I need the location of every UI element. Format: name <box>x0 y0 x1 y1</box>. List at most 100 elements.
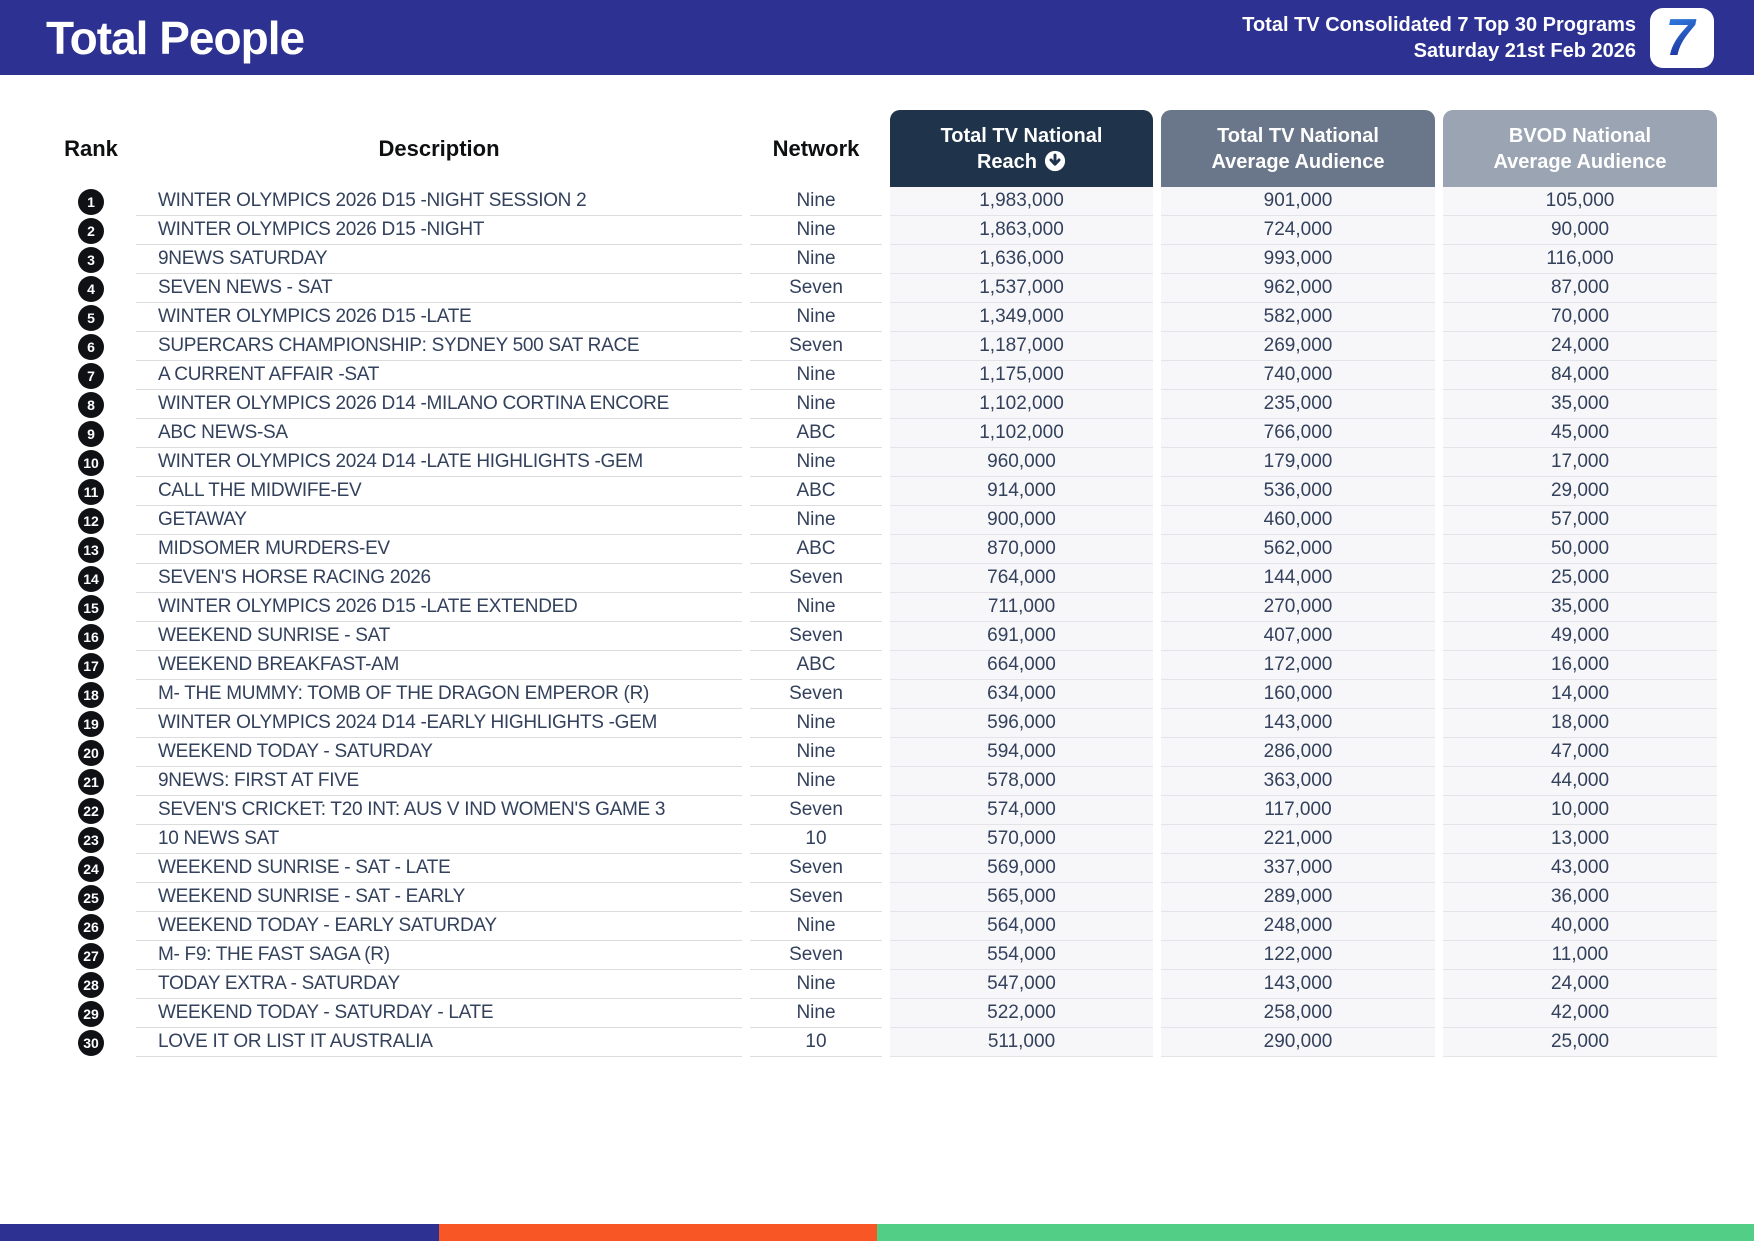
description-cell: M- F9: THE FAST SAGA (R) <box>136 941 742 970</box>
rank-badge: 13 <box>78 536 104 563</box>
stripe-orange-segment <box>438 1224 877 1241</box>
description-cell: SUPERCARS CHAMPIONSHIP: SYDNEY 500 SAT R… <box>136 332 742 361</box>
total-tv-reach-cell: 1,983,000 <box>890 187 1153 216</box>
table-row: 16 WEEKEND SUNRISE - SAT Seven 691,000 4… <box>46 622 1717 651</box>
description-cell: SEVEN NEWS - SAT <box>136 274 742 303</box>
rank-cell: 23 <box>46 825 136 854</box>
description-cell: WEEKEND TODAY - SATURDAY <box>136 738 742 767</box>
table-row: 10 WINTER OLYMPICS 2024 D14 -LATE HIGHLI… <box>46 448 1717 477</box>
rank-cell: 16 <box>46 622 136 651</box>
rank-badge: 24 <box>78 855 104 882</box>
rank-badge: 17 <box>78 652 104 679</box>
rank-badge: 5 <box>78 304 104 331</box>
rank-badge: 4 <box>78 275 104 302</box>
avg-header-line2: Average Audience <box>1211 150 1385 173</box>
description-cell: WEEKEND SUNRISE - SAT - LATE <box>136 854 742 883</box>
total-tv-reach-cell: 1,102,000 <box>890 390 1153 419</box>
network-cell: Seven <box>750 274 882 303</box>
sort-descending-icon[interactable] <box>1044 150 1066 172</box>
description-cell: WEEKEND SUNRISE - SAT <box>136 622 742 651</box>
total-tv-reach-cell: 870,000 <box>890 535 1153 564</box>
total-tv-reach-cell: 1,175,000 <box>890 361 1153 390</box>
total-tv-average-cell: 221,000 <box>1161 825 1435 854</box>
total-tv-average-cell: 993,000 <box>1161 245 1435 274</box>
rank-cell: 21 <box>46 767 136 796</box>
description-cell: ABC NEWS-SA <box>136 419 742 448</box>
total-tv-average-cell: 143,000 <box>1161 970 1435 999</box>
total-tv-reach-cell: 1,349,000 <box>890 303 1153 332</box>
network-cell: Nine <box>750 187 882 216</box>
avg-header-line1: Total TV National <box>1217 124 1379 147</box>
description-cell: TODAY EXTRA - SATURDAY <box>136 970 742 999</box>
bvod-average-cell: 14,000 <box>1443 680 1717 709</box>
network-cell: Nine <box>750 999 882 1028</box>
rank-cell: 12 <box>46 506 136 535</box>
table-row: 5 WINTER OLYMPICS 2026 D15 -LATE Nine 1,… <box>46 303 1717 332</box>
table-row: 12 GETAWAY Nine 900,000 460,000 57,000 <box>46 506 1717 535</box>
rank-cell: 5 <box>46 303 136 332</box>
total-tv-average-cell: 740,000 <box>1161 361 1435 390</box>
table-row: 6 SUPERCARS CHAMPIONSHIP: SYDNEY 500 SAT… <box>46 332 1717 361</box>
total-tv-average-cell: 962,000 <box>1161 274 1435 303</box>
rank-cell: 9 <box>46 419 136 448</box>
table-row: 26 WEEKEND TODAY - EARLY SATURDAY Nine 5… <box>46 912 1717 941</box>
bvod-average-cell: 116,000 <box>1443 245 1717 274</box>
description-cell: 9NEWS: FIRST AT FIVE <box>136 767 742 796</box>
table-row: 9 ABC NEWS-SA ABC 1,102,000 766,000 45,0… <box>46 419 1717 448</box>
total-tv-average-cell: 179,000 <box>1161 448 1435 477</box>
total-tv-average-cell: 901,000 <box>1161 187 1435 216</box>
table-row: 23 10 NEWS SAT 10 570,000 221,000 13,000 <box>46 825 1717 854</box>
rank-cell: 4 <box>46 274 136 303</box>
network-cell: ABC <box>750 535 882 564</box>
total-tv-average-cell: 117,000 <box>1161 796 1435 825</box>
bvod-average-cell: 45,000 <box>1443 419 1717 448</box>
total-tv-reach-cell: 1,636,000 <box>890 245 1153 274</box>
total-tv-reach-cell: 1,863,000 <box>890 216 1153 245</box>
description-cell: WINTER OLYMPICS 2026 D15 -LATE <box>136 303 742 332</box>
column-header-total-tv-average[interactable]: Total TV National Average Audience <box>1161 110 1435 187</box>
table-row: 17 WEEKEND BREAKFAST-AM ABC 664,000 172,… <box>46 651 1717 680</box>
rank-cell: 6 <box>46 332 136 361</box>
column-header-description: Description <box>378 135 500 161</box>
table-row: 21 9NEWS: FIRST AT FIVE Nine 578,000 363… <box>46 767 1717 796</box>
bvod-average-cell: 35,000 <box>1443 593 1717 622</box>
rank-badge: 22 <box>78 797 104 824</box>
total-tv-reach-cell: 565,000 <box>890 883 1153 912</box>
rank-cell: 3 <box>46 245 136 274</box>
network-cell: ABC <box>750 651 882 680</box>
bvod-average-cell: 70,000 <box>1443 303 1717 332</box>
table-row: 18 M- THE MUMMY: TOMB OF THE DRAGON EMPE… <box>46 680 1717 709</box>
total-tv-average-cell: 270,000 <box>1161 593 1435 622</box>
top-header-bar: Total People Total TV Consolidated 7 Top… <box>0 0 1754 75</box>
network-cell: Seven <box>750 796 882 825</box>
description-cell: SEVEN'S CRICKET: T20 INT: AUS V IND WOME… <box>136 796 742 825</box>
reach-header-line2: Reach <box>977 149 1066 175</box>
total-tv-average-cell: 289,000 <box>1161 883 1435 912</box>
total-tv-average-cell: 286,000 <box>1161 738 1435 767</box>
report-subtitle-line1: Total TV Consolidated 7 Top 30 Programs <box>1242 13 1636 36</box>
rank-cell: 15 <box>46 593 136 622</box>
rank-badge: 9 <box>78 420 104 447</box>
rank-cell: 30 <box>46 1028 136 1057</box>
table-row: 13 MIDSOMER MURDERS-EV ABC 870,000 562,0… <box>46 535 1717 564</box>
total-tv-reach-cell: 1,537,000 <box>890 274 1153 303</box>
rank-cell: 1 <box>46 187 136 216</box>
rank-cell: 14 <box>46 564 136 593</box>
column-header-rank: Rank <box>64 135 118 161</box>
network-cell: Seven <box>750 564 882 593</box>
network-cell: 10 <box>750 825 882 854</box>
bvod-average-cell: 29,000 <box>1443 477 1717 506</box>
total-tv-average-cell: 582,000 <box>1161 303 1435 332</box>
rank-badge: 27 <box>78 942 104 969</box>
rank-cell: 22 <box>46 796 136 825</box>
stripe-green-segment <box>877 1224 1754 1241</box>
description-cell: 9NEWS SATURDAY <box>136 245 742 274</box>
column-header-bvod-average[interactable]: BVOD National Average Audience <box>1443 110 1717 187</box>
column-header-total-tv-reach[interactable]: Total TV National Reach <box>890 110 1153 187</box>
bvod-average-cell: 18,000 <box>1443 709 1717 738</box>
network-cell: Nine <box>750 970 882 999</box>
total-tv-average-cell: 144,000 <box>1161 564 1435 593</box>
bvod-average-cell: 24,000 <box>1443 332 1717 361</box>
rank-cell: 17 <box>46 651 136 680</box>
bvod-average-cell: 17,000 <box>1443 448 1717 477</box>
